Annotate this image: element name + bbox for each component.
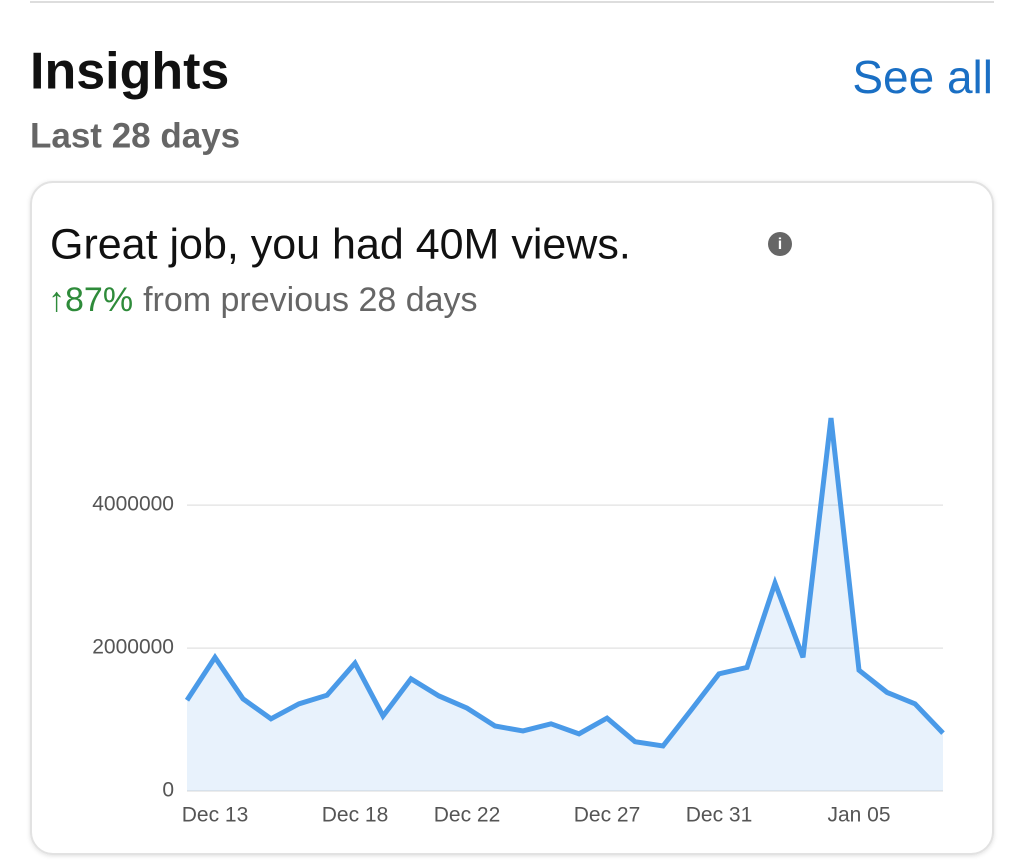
y-tick-label: 4000000 xyxy=(92,493,174,516)
x-tick-label: Dec 27 xyxy=(574,804,641,827)
x-tick-label: Dec 31 xyxy=(686,804,753,827)
y-tick-label: 2000000 xyxy=(92,636,174,659)
y-tick-label: 0 xyxy=(162,779,174,802)
section-subtitle: Last 28 days xyxy=(30,116,240,155)
x-tick-label: Dec 22 xyxy=(434,804,501,827)
x-tick-label: Dec 13 xyxy=(182,804,249,827)
line xyxy=(184,417,945,749)
area xyxy=(187,418,943,791)
card-change-line: ↑87% from previous 28 days xyxy=(48,281,478,319)
info-icon-glyph: i xyxy=(778,236,782,253)
see-all-link[interactable]: See all xyxy=(852,51,993,103)
x-tick-label: Jan 05 xyxy=(827,804,890,827)
change-text: from previous 28 days xyxy=(143,281,478,319)
card xyxy=(30,181,994,855)
x-tick-label: Dec 18 xyxy=(322,804,389,827)
section-title: Insights xyxy=(30,43,229,101)
info-icon[interactable] xyxy=(768,232,792,256)
card-headline: Great job, you had 40M views. xyxy=(50,220,631,268)
change-value: ↑87% xyxy=(48,281,133,319)
chart: 0 2000000 4000000 Dec 13 Dec 18 Dec 22 Dec 27 D… xyxy=(92,417,945,827)
